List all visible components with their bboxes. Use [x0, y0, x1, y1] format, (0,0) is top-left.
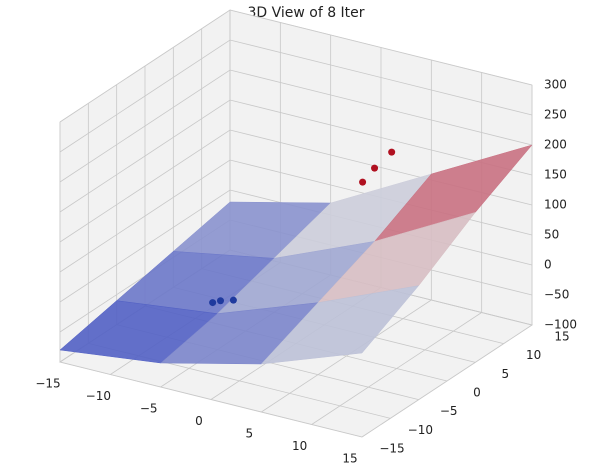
y-tick-label: −15	[379, 442, 404, 456]
z-tick-label: 200	[544, 138, 567, 152]
z-tick-label: 300	[544, 78, 567, 92]
grid-line	[59, 69, 533, 183]
surface-patch	[260, 285, 420, 365]
z-tick-label: 150	[544, 168, 567, 182]
y-tick-label: −10	[408, 423, 433, 437]
y-tick-label: 15	[554, 330, 569, 344]
y-tick-label: 10	[526, 348, 541, 362]
x-tick-label: 15	[342, 452, 357, 466]
x-tick-label: −15	[35, 377, 60, 391]
x-tick-label: −10	[86, 389, 111, 403]
scatter-point	[388, 148, 396, 156]
chart-title: 3D View of 8 Iter	[247, 5, 364, 21]
x-tick-label: 0	[195, 414, 203, 428]
z-tick-label: −50	[544, 288, 569, 302]
grid-line	[59, 39, 533, 153]
z-tick-label: 100	[544, 198, 567, 212]
grid-line	[59, 99, 533, 213]
scatter-point	[229, 296, 237, 304]
scatter-point	[209, 299, 217, 307]
z-tick-label: 0	[544, 258, 552, 272]
y-tick-label: 5	[502, 367, 510, 381]
scatter-point	[359, 178, 367, 186]
x-tick-label: 10	[292, 439, 307, 453]
y-tick-label: −5	[440, 404, 458, 418]
z-tick-label: 50	[544, 228, 559, 242]
y-tick-label: 0	[473, 386, 481, 400]
z-tick-label: 250	[544, 108, 567, 122]
x-tick-label: −5	[140, 402, 158, 416]
grid-line	[59, 9, 533, 123]
scatter-point	[217, 297, 224, 305]
scatter-point	[371, 164, 379, 172]
x-tick-label: 5	[246, 427, 254, 441]
z-tick-label: −100	[544, 318, 577, 332]
